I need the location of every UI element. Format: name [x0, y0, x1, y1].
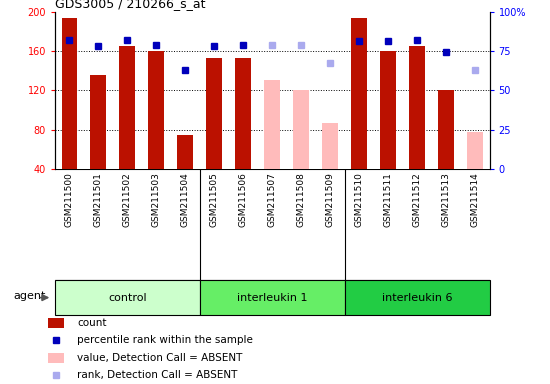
- Text: GSM211514: GSM211514: [470, 172, 480, 227]
- Text: value, Detection Call = ABSENT: value, Detection Call = ABSENT: [78, 353, 243, 363]
- Text: GSM211513: GSM211513: [442, 172, 450, 227]
- Text: GSM211509: GSM211509: [326, 172, 335, 227]
- Text: GSM211510: GSM211510: [355, 172, 364, 227]
- Bar: [55, 280, 200, 315]
- Bar: [148, 51, 164, 169]
- Text: control: control: [108, 293, 147, 303]
- Bar: [351, 18, 367, 169]
- Text: GSM211502: GSM211502: [123, 172, 132, 227]
- Text: GSM211504: GSM211504: [181, 172, 190, 227]
- Bar: [62, 18, 78, 169]
- Bar: [91, 76, 106, 169]
- Text: GSM211508: GSM211508: [296, 172, 306, 227]
- Text: GSM211506: GSM211506: [239, 172, 248, 227]
- Bar: [467, 132, 483, 169]
- Bar: [409, 46, 425, 169]
- Bar: [345, 280, 490, 315]
- Text: interleukin 1: interleukin 1: [237, 293, 307, 303]
- Text: interleukin 6: interleukin 6: [382, 293, 452, 303]
- Text: percentile rank within the sample: percentile rank within the sample: [78, 336, 254, 346]
- Bar: [265, 80, 280, 169]
- Bar: [438, 90, 454, 169]
- Bar: [380, 51, 396, 169]
- Text: GSM211512: GSM211512: [412, 172, 422, 227]
- Bar: [48, 353, 64, 362]
- Text: agent: agent: [14, 291, 46, 301]
- Text: GSM211511: GSM211511: [383, 172, 393, 227]
- Text: GSM211505: GSM211505: [210, 172, 219, 227]
- Bar: [322, 123, 338, 169]
- Bar: [200, 280, 345, 315]
- Text: GSM211500: GSM211500: [65, 172, 74, 227]
- Bar: [235, 58, 251, 169]
- Text: GDS3005 / 210266_s_at: GDS3005 / 210266_s_at: [55, 0, 206, 10]
- Bar: [293, 90, 309, 169]
- Text: GSM211501: GSM211501: [94, 172, 103, 227]
- Text: count: count: [78, 318, 107, 328]
- Bar: [178, 134, 193, 169]
- Text: rank, Detection Call = ABSENT: rank, Detection Call = ABSENT: [78, 370, 238, 380]
- Bar: [119, 46, 135, 169]
- Bar: [206, 58, 222, 169]
- Text: GSM211503: GSM211503: [152, 172, 161, 227]
- Text: GSM211507: GSM211507: [268, 172, 277, 227]
- Bar: [48, 318, 64, 328]
